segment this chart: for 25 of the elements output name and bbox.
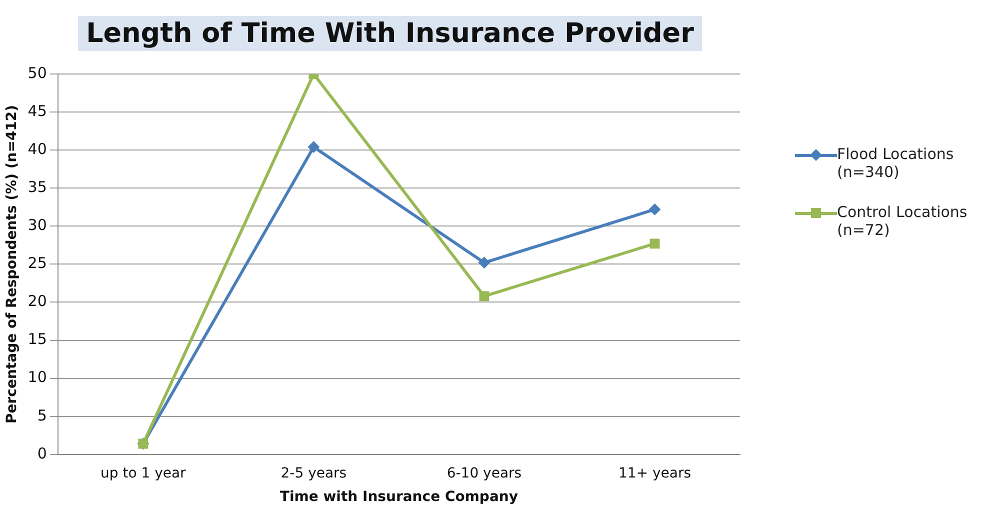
x-tick-label: 6-10 years — [446, 465, 522, 482]
y-tick-label: 5 — [37, 406, 47, 424]
y-tick-label: 35 — [28, 178, 47, 196]
y-axis-title: Percentage of Respondents (%) (n=412) — [4, 104, 20, 424]
legend-label: Flood Locations (n=340) — [837, 145, 955, 181]
chart-title: Length of Time With Insurance Provider — [78, 16, 702, 51]
point — [650, 238, 660, 249]
y-tick-label: 20 — [28, 292, 47, 310]
x-tick-label: 11+ years — [618, 465, 691, 482]
y-tick-label: 45 — [28, 102, 47, 120]
point — [308, 141, 320, 154]
y-tick-label: 50 — [28, 64, 47, 82]
y-tick-label: 15 — [28, 330, 47, 348]
x-tick-label: up to 1 year — [100, 465, 186, 482]
y-tick-label: 25 — [28, 254, 47, 272]
x-tick-label: 2-5 years — [280, 465, 347, 482]
x-axis-title: Time with Insurance Company — [280, 489, 518, 506]
y-tick-label: 0 — [37, 444, 47, 462]
y-tick-label: 30 — [28, 216, 47, 234]
legend-label: Control Locations (n=72) — [837, 203, 968, 239]
point — [478, 256, 490, 269]
y-tick-label: 40 — [28, 140, 47, 158]
y-tick-label: 10 — [28, 368, 47, 386]
point — [479, 291, 490, 302]
point — [648, 203, 661, 216]
